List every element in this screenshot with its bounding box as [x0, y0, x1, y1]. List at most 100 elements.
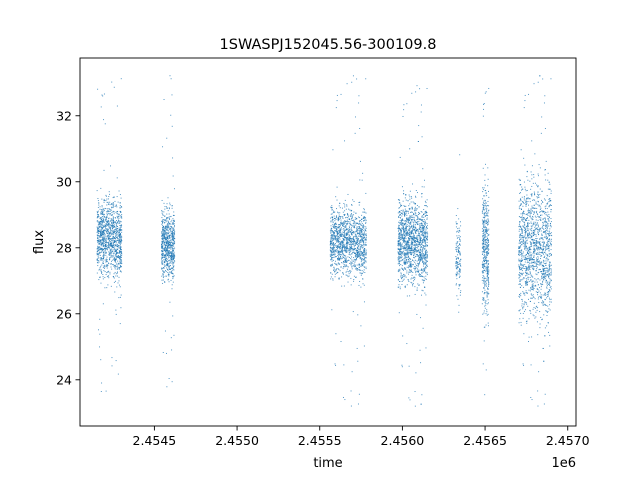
data-point	[166, 247, 168, 249]
data-point	[110, 285, 112, 287]
data-point	[171, 349, 173, 351]
data-point	[458, 311, 460, 313]
data-point	[357, 247, 359, 249]
data-point	[170, 245, 172, 247]
data-point	[422, 263, 424, 265]
data-point	[330, 238, 332, 240]
data-point	[458, 227, 460, 229]
data-point	[101, 234, 103, 235]
data-point	[420, 253, 422, 255]
data-point	[168, 237, 170, 239]
data-point	[360, 240, 361, 242]
data-point	[104, 123, 106, 125]
data-point	[419, 218, 421, 220]
data-point	[103, 215, 105, 217]
data-point	[116, 215, 118, 217]
data-point	[486, 262, 488, 264]
data-point	[401, 235, 403, 237]
data-point	[422, 247, 424, 248]
data-point	[348, 236, 350, 238]
data-point	[345, 236, 347, 238]
data-point	[410, 252, 412, 254]
data-point	[397, 240, 399, 242]
data-point	[111, 229, 113, 231]
data-point	[412, 225, 414, 227]
data-point	[409, 264, 411, 266]
data-point	[355, 253, 357, 255]
data-point	[407, 245, 409, 247]
data-point	[98, 214, 100, 216]
data-point	[406, 262, 408, 264]
data-point	[484, 394, 486, 396]
data-point	[101, 221, 103, 223]
data-point	[332, 279, 334, 281]
data-point	[411, 208, 413, 210]
data-point	[168, 216, 170, 218]
data-point	[404, 242, 406, 244]
data-point	[173, 256, 175, 258]
data-point	[107, 264, 109, 266]
data-point	[456, 230, 458, 232]
data-point	[411, 214, 413, 216]
data-point	[425, 271, 427, 273]
data-point	[343, 228, 345, 230]
data-point	[423, 238, 425, 240]
data-point	[421, 394, 423, 396]
data-point	[344, 266, 346, 268]
data-point	[350, 264, 352, 266]
data-point	[164, 240, 166, 242]
data-point	[99, 206, 101, 208]
data-point	[423, 234, 425, 236]
data-point	[109, 271, 111, 273]
data-point	[115, 253, 117, 255]
data-point	[168, 245, 170, 247]
data-point	[411, 230, 413, 232]
data-point	[101, 223, 103, 225]
data-point	[487, 276, 489, 278]
data-point	[102, 225, 104, 227]
data-point	[355, 236, 357, 238]
data-point	[344, 226, 346, 228]
data-point	[352, 214, 354, 216]
data-point	[355, 230, 357, 232]
data-point	[400, 228, 402, 230]
data-point	[410, 220, 412, 222]
data-point	[360, 269, 362, 271]
data-point	[108, 233, 110, 235]
data-point	[105, 242, 107, 244]
data-point	[343, 230, 345, 232]
data-point	[349, 270, 351, 272]
data-point	[354, 132, 356, 134]
data-point	[352, 216, 354, 218]
data-point	[399, 235, 401, 237]
data-point	[421, 269, 423, 271]
data-point	[117, 243, 119, 245]
data-point	[350, 228, 352, 230]
data-point	[420, 227, 422, 229]
data-point	[173, 252, 175, 254]
data-point	[340, 266, 342, 268]
data-point	[349, 229, 351, 231]
data-point	[173, 269, 175, 271]
data-point	[408, 243, 410, 245]
data-point	[161, 245, 163, 247]
data-point	[166, 137, 168, 139]
data-point	[103, 245, 105, 247]
data-point	[171, 288, 173, 290]
data-point	[411, 219, 413, 221]
data-point	[103, 169, 105, 171]
data-point	[357, 222, 359, 224]
data-point	[170, 231, 172, 233]
data-point	[97, 236, 99, 238]
data-point	[167, 257, 169, 259]
data-point	[118, 262, 120, 264]
data-point	[423, 228, 425, 230]
data-point	[165, 275, 167, 277]
data-point	[166, 253, 168, 255]
data-point	[339, 259, 341, 261]
data-point	[102, 241, 104, 243]
data-point	[336, 208, 338, 210]
data-point	[332, 242, 334, 244]
data-point	[420, 248, 422, 250]
data-point	[111, 207, 113, 209]
